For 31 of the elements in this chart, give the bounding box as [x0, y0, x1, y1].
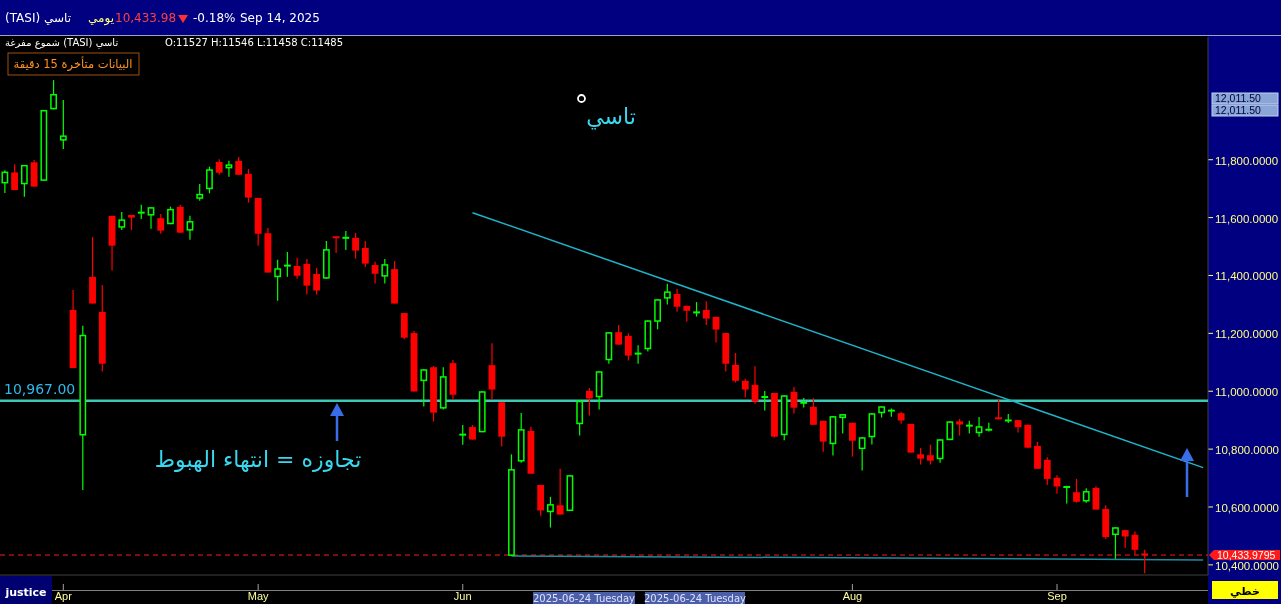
- annotation: -0.18%: [193, 11, 236, 25]
- ref-line-label: 10,433.9795: [1217, 548, 1276, 561]
- annotation: 10,433.98: [115, 11, 177, 25]
- x-tick-label: May: [247, 590, 270, 602]
- annotation: O:11527 H:11546 L:11458 C:11485: [165, 37, 344, 48]
- annotation: تاسي (TASI): [5, 11, 71, 25]
- annotation: البيانات متأخرة 15 دقيقة: [13, 56, 133, 72]
- y-tick-label: 10,600.0000: [1215, 501, 1279, 514]
- x-tick-label: Jun: [453, 590, 472, 602]
- annotation: تجاوزه = انتهاء الهبوط: [154, 447, 362, 472]
- x-tick-label: Apr: [54, 590, 73, 602]
- annotation: justice: [0, 576, 52, 604]
- x-tick-label: Aug: [842, 590, 863, 602]
- annotation: 12,011.50: [1211, 104, 1279, 117]
- annotation: 2025-06-24 Tuesday: [533, 592, 635, 604]
- y-tick-label: 10,400.0000: [1215, 559, 1279, 572]
- y-tick-label: 11,200.0000: [1215, 328, 1279, 341]
- annotation: البيانات متأخرة 15 دقيقة: [7, 52, 140, 76]
- title: تاسي: [586, 104, 636, 129]
- annotation: تاسي (TASI) شموع مفرغة: [5, 37, 119, 48]
- y-tick-label: 11,400.0000: [1215, 270, 1279, 283]
- ref-line-label: 10,967.00: [4, 380, 76, 397]
- y-tick-label: 11,800.0000: [1215, 154, 1279, 167]
- x-tick-label: Sep: [1047, 590, 1067, 602]
- annotation: يومي: [88, 11, 114, 25]
- y-tick-label: 11,600.0000: [1215, 212, 1279, 225]
- y-tick-label: 10,800.0000: [1215, 444, 1279, 457]
- annotation: خطي: [1212, 581, 1278, 599]
- y-tick-label: 11,000.0000: [1215, 386, 1279, 399]
- annotation: 12,011.50: [1211, 92, 1279, 105]
- annotation: Sep 14, 2025: [240, 11, 320, 25]
